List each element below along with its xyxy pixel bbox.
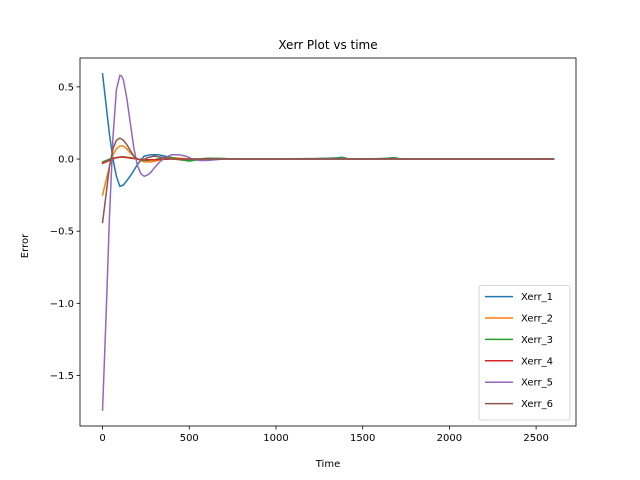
legend: Xerr_1 Xerr_2 Xerr_3 Xerr_4 Xerr_5 Xerr_6 [478,285,571,421]
x-tick-label: 500 [180,433,199,444]
legend-label-1: Xerr_1 [521,292,553,303]
x-tick-label: 1500 [350,433,375,444]
legend-label-6: Xerr_6 [521,399,553,410]
x-axis: 0 500 1000 1500 2000 2500 [99,426,549,444]
y-tick-label: −1.0 [50,299,74,310]
series-line-6 [101,137,555,224]
x-tick-label: 1000 [263,433,288,444]
x-tick-label: 0 [99,433,105,444]
legend-label-2: Xerr_2 [521,314,553,325]
y-tick-label: 0.5 [58,82,74,93]
plot-area [79,57,577,427]
series-group [101,73,555,411]
y-tick-label: 0.0 [58,155,74,166]
y-axis-label: Error [20,233,31,258]
legend-label-5: Xerr_5 [521,378,553,389]
chart-title: Xerr Plot vs time [278,38,377,52]
legend-label-3: Xerr_3 [521,335,553,346]
x-tick-label: 2500 [523,433,548,444]
y-tick-label: −1.5 [50,371,74,382]
legend-box [478,285,571,421]
y-tick-label: −0.5 [50,227,74,238]
legend-label-4: Xerr_4 [521,356,553,367]
x-tick-label: 2000 [437,433,462,444]
y-axis: −1.5 −1.0 −0.5 0.0 0.5 [50,82,80,382]
axes-frame [79,57,577,427]
x-axis-label: Time [315,459,340,470]
